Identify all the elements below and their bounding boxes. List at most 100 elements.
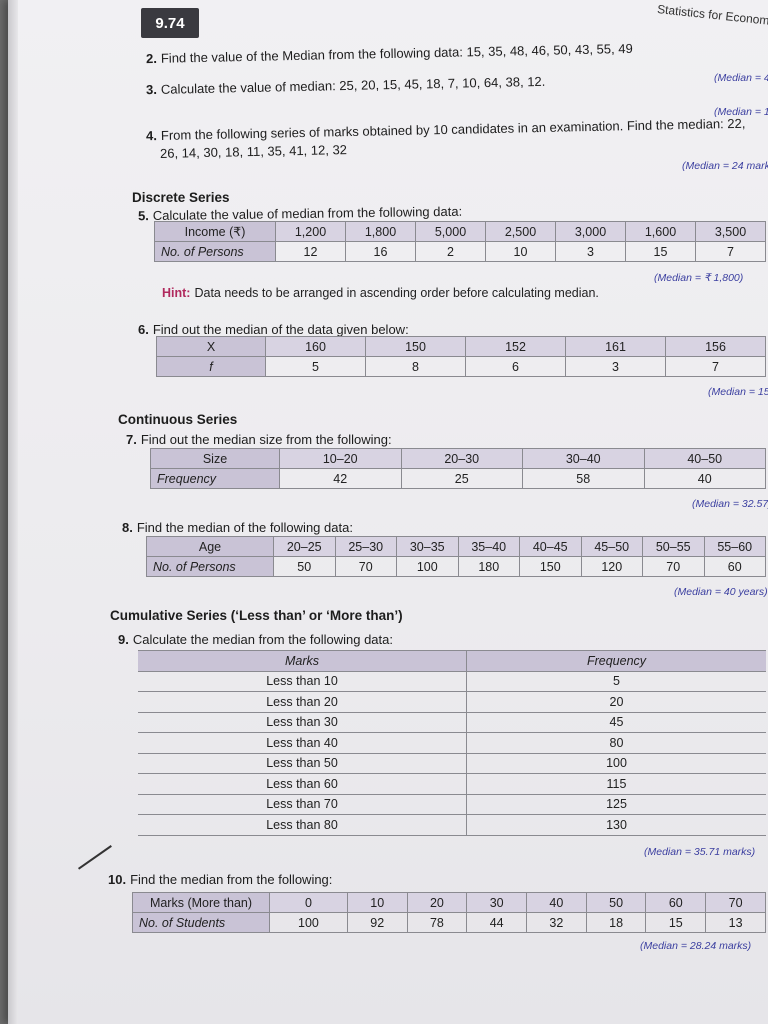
table-cell: 25 — [400, 468, 523, 489]
table-cell: 60 — [645, 892, 707, 913]
question-3: 3. Calculate the value of median: 25, 20,… — [146, 74, 546, 97]
table-cell: 8 — [365, 356, 466, 377]
table-q8: Age 20–25 25–30 30–35 35–40 40–45 45–50 … — [146, 536, 766, 577]
question-4-data: 26, 14, 30, 18, 11, 35, 41, 12, 32 — [159, 142, 348, 161]
table-cell: Less than 10 — [138, 670, 467, 692]
answer-7: (Median = 32.57) — [692, 498, 768, 510]
table-row: X 160 150 152 161 156 — [156, 336, 766, 357]
answer-6: (Median = 156) — [708, 386, 768, 398]
question-10: 10. Find the median from the following: — [108, 872, 332, 887]
section-cumulative-series: Cumulative Series (‘Less than’ or ‘More … — [110, 608, 403, 623]
table-cell: 150 — [519, 556, 582, 577]
section-discrete-series: Discrete Series — [132, 190, 230, 205]
table-cell: 130 — [466, 814, 766, 836]
table-row: Less than 20 20 — [138, 691, 766, 713]
table-cell: 13 — [705, 912, 766, 933]
table-cell: 7 — [695, 241, 766, 262]
table-cell: 5 — [265, 356, 366, 377]
question-number: 3. — [145, 81, 158, 98]
table-q9: Marks Frequency Less than 10 5 Less than … — [138, 650, 766, 836]
question-number: 5. — [137, 208, 149, 224]
answer-10: (Median = 28.24 marks) — [640, 940, 752, 952]
question-4: 4. From the following series of marks obt… — [146, 116, 746, 144]
question-number: 2. — [145, 50, 158, 67]
table-cell: 30–40 — [522, 448, 645, 469]
column-header: Marks — [138, 650, 467, 672]
table-q10: Marks (More than) 0 10 20 30 40 50 60 70… — [132, 892, 766, 933]
table-q7: Size 10–20 20–30 30–40 40–50 Frequency 4… — [150, 448, 766, 489]
question-text: Find out the median size from the follow… — [140, 432, 392, 447]
table-row: Less than 40 80 — [138, 732, 766, 754]
question-number: 4. — [145, 128, 158, 144]
table-cell: 100 — [466, 752, 766, 774]
question-number: 10. — [108, 872, 127, 887]
table-cell: 70 — [642, 556, 705, 577]
hint-note: Hint: Data needs to be arranged in ascend… — [162, 286, 599, 300]
table-cell: 92 — [346, 912, 408, 933]
table-cell: 10 — [346, 892, 408, 913]
table-cell: 120 — [580, 556, 643, 577]
question-text: Calculate the median from the following … — [132, 632, 393, 647]
table-cell: 160 — [265, 336, 366, 357]
table-cell: 3 — [565, 356, 666, 377]
table-row: Income (₹) 1,200 1,800 5,000 2,500 3,000… — [154, 221, 766, 242]
row-label: X — [156, 336, 266, 357]
textbook-page: 9.74 Statistics for Economics 2. Find the… — [8, 0, 768, 1024]
table-cell: 7 — [665, 356, 766, 377]
table-cell: 70 — [705, 892, 766, 913]
table-cell: Less than 80 — [138, 814, 467, 836]
answer-5: (Median = ₹ 1,800) — [654, 272, 744, 284]
table-row: Size 10–20 20–30 30–40 40–50 — [150, 448, 766, 469]
table-cell: 15 — [625, 241, 696, 262]
table-cell: 30–35 — [396, 536, 459, 557]
table-cell: 30 — [466, 892, 528, 913]
table-cell: Less than 70 — [138, 793, 467, 815]
question-number: 7. — [126, 432, 137, 447]
table-cell: 125 — [466, 793, 766, 815]
table-row: Marks (More than) 0 10 20 30 40 50 60 70 — [132, 892, 766, 913]
table-cell: 3,000 — [555, 221, 626, 242]
table-cell: 2 — [415, 241, 486, 262]
table-cell: 50 — [585, 892, 647, 913]
table-cell: 20–25 — [273, 536, 336, 557]
table-cell: 55–60 — [703, 536, 766, 557]
table-row: Less than 10 5 — [138, 670, 766, 692]
running-head: Statistics for Economics — [656, 2, 768, 30]
question-text: Find the median of the following data: — [136, 520, 353, 535]
table-row: f 5 8 6 3 7 — [156, 356, 766, 377]
table-q6: X 160 150 152 161 156 f 5 8 6 3 7 — [156, 336, 766, 377]
question-number: 6. — [138, 322, 149, 337]
table-cell: 1,600 — [625, 221, 696, 242]
table-row: Age 20–25 25–30 30–35 35–40 40–45 45–50 … — [146, 536, 766, 557]
table-cell: 25–30 — [334, 536, 397, 557]
table-row: No. of Students 100 92 78 44 32 18 15 13 — [132, 912, 766, 933]
table-cell: 16 — [345, 241, 416, 262]
table-row: Frequency 42 25 58 40 — [150, 468, 766, 489]
row-label: Age — [146, 536, 274, 557]
table-cell: 5,000 — [415, 221, 486, 242]
row-label: No. of Persons — [154, 241, 276, 262]
table-row: Less than 30 45 — [138, 711, 766, 733]
table-cell: 40 — [526, 892, 587, 913]
question-6: 6. Find out the median of the data given … — [138, 322, 409, 337]
row-label: Income (₹) — [154, 221, 276, 242]
table-cell: 78 — [406, 912, 468, 933]
table-cell: 20–30 — [400, 448, 523, 469]
row-label: Marks (More than) — [132, 892, 270, 913]
question-text: Find the value of the Median from the fo… — [160, 40, 633, 66]
table-header-row: Marks Frequency — [138, 650, 766, 672]
table-q5: Income (₹) 1,200 1,800 5,000 2,500 3,000… — [154, 221, 766, 262]
table-cell: 115 — [466, 773, 766, 795]
table-cell: 45 — [466, 711, 766, 733]
table-cell: 58 — [522, 468, 645, 489]
table-cell: 40–45 — [519, 536, 582, 557]
page-number: 9.74 — [141, 8, 199, 38]
answer-9: (Median = 35.71 marks) — [644, 846, 756, 858]
table-cell: 35–40 — [457, 536, 520, 557]
table-cell: 2,500 — [485, 221, 556, 242]
table-cell: 45–50 — [580, 536, 643, 557]
table-cell: 20 — [466, 691, 766, 713]
table-cell: 40 — [643, 468, 766, 489]
table-cell: 70 — [334, 556, 397, 577]
answer-2: (Median = 47) — [714, 72, 768, 84]
